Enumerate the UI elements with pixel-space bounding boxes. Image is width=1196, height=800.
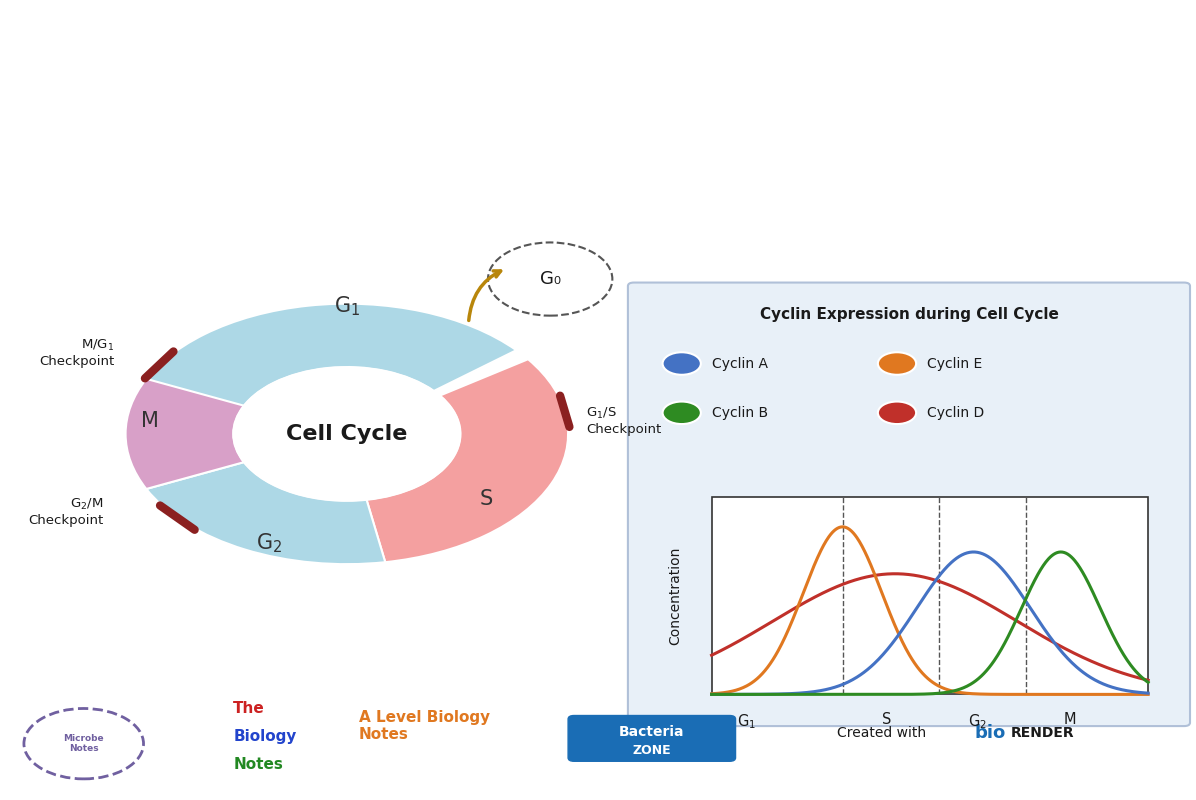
Wedge shape (126, 379, 244, 489)
Text: M: M (141, 411, 159, 431)
Text: A Level Biology
Notes: A Level Biology Notes (359, 710, 490, 742)
Text: Microbe
Notes: Microbe Notes (63, 734, 104, 754)
Text: Biology: Biology (233, 729, 297, 744)
Text: Cyclin D: Cyclin D (927, 406, 984, 420)
Text: Cyclin E: Cyclin E (927, 357, 982, 370)
Circle shape (24, 709, 144, 779)
Text: Notes: Notes (233, 758, 283, 772)
Text: Created with: Created with (837, 726, 927, 740)
Text: M/G$_1$
Checkpoint: M/G$_1$ Checkpoint (39, 338, 115, 368)
Text: G₀: G₀ (539, 270, 561, 288)
Text: G$_1$/S
Checkpoint: G$_1$/S Checkpoint (586, 406, 661, 436)
Circle shape (663, 402, 701, 424)
Text: G$_1$: G$_1$ (737, 712, 756, 730)
Wedge shape (146, 462, 385, 564)
Text: Cyclin B: Cyclin B (712, 406, 768, 420)
Bar (712, 498, 1148, 694)
Text: ZONE: ZONE (633, 743, 671, 757)
FancyBboxPatch shape (628, 282, 1190, 726)
Text: Cell Cycle: Cell Cycle (286, 424, 408, 444)
Circle shape (488, 242, 612, 316)
Text: G$_2$: G$_2$ (256, 531, 282, 555)
Text: Concentration: Concentration (669, 546, 683, 645)
Text: G$_2$: G$_2$ (969, 712, 988, 730)
Circle shape (878, 352, 916, 374)
Text: G$_1$: G$_1$ (334, 294, 360, 318)
Text: Cyclins: cell cycle regulators: Cyclins: cell cycle regulators (281, 26, 915, 70)
Circle shape (233, 367, 460, 501)
Text: The: The (233, 701, 266, 716)
Text: S: S (480, 489, 493, 509)
Text: Cyclin Expression during Cell Cycle: Cyclin Expression during Cell Cycle (759, 307, 1058, 322)
Text: S: S (881, 712, 891, 727)
Circle shape (878, 402, 916, 424)
Circle shape (663, 352, 701, 374)
Text: bio: bio (975, 724, 1006, 742)
Text: Cyclin A: Cyclin A (712, 357, 768, 370)
Text: Bacteria: Bacteria (620, 725, 684, 738)
Text: M: M (1063, 712, 1076, 727)
Wedge shape (139, 304, 517, 411)
FancyBboxPatch shape (568, 715, 736, 762)
FancyArrowPatch shape (469, 271, 501, 321)
Wedge shape (366, 359, 568, 562)
Text: G$_2$/M
Checkpoint: G$_2$/M Checkpoint (29, 497, 103, 527)
Text: RENDER: RENDER (1011, 726, 1074, 740)
